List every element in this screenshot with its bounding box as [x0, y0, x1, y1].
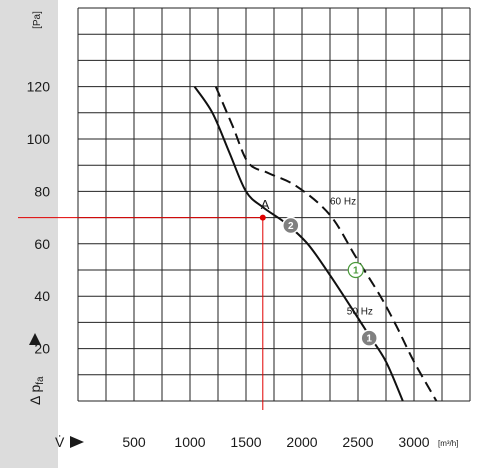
curve-label: 60 Hz [330, 197, 356, 208]
x-tick-label: 2000 [286, 434, 317, 450]
x-unit-label: [m³/h] [438, 439, 458, 448]
operating-point-dot [259, 214, 266, 221]
series-line-60-hz [214, 86, 438, 402]
x-tick-labels: 500 1000 1500 2000 2500 3000 [122, 434, 429, 450]
y-axis-title-main: Δ p [27, 385, 43, 405]
x-tick-label: 1000 [174, 434, 205, 450]
operating-point-lines [18, 214, 266, 410]
y-axis-arrow-icon [29, 333, 41, 345]
x-tick-label: 3000 [398, 434, 429, 450]
y-tick-label: 40 [34, 288, 50, 304]
badge-number: 1 [366, 334, 372, 345]
y-axis-panel [0, 0, 58, 468]
y-axis-title: Δ pfa [27, 333, 46, 405]
x-axis-title: V̇ [55, 434, 65, 450]
x-tick-label: 1500 [230, 434, 261, 450]
annotations: A 60 Hz 50 Hz [261, 197, 373, 318]
y-unit-label: [Pa] [32, 11, 43, 29]
curve-badges: 2 1 1 [282, 216, 378, 347]
curve-label: 50 Hz [347, 307, 373, 318]
y-axis-title-sub: fa [35, 376, 46, 385]
svg-text:Δ pfa: Δ pfa [27, 376, 46, 405]
y-tick-label: 100 [27, 131, 51, 147]
x-axis-arrow-icon [70, 436, 84, 448]
x-tick-label: 2500 [342, 434, 373, 450]
badge-circle [282, 216, 300, 235]
y-tick-label: 120 [27, 79, 51, 95]
badge-circle [360, 329, 378, 347]
y-tick-label: 80 [34, 183, 50, 199]
operating-point-label: A [261, 197, 270, 212]
badge-circle-outline [347, 261, 364, 279]
grid [77, 7, 471, 402]
y-tick-label: 60 [34, 236, 50, 252]
badge-number: 1 [353, 266, 359, 277]
x-axis-strip [58, 401, 482, 468]
badge-number: 2 [288, 221, 294, 232]
x-tick-label: 500 [122, 434, 146, 450]
